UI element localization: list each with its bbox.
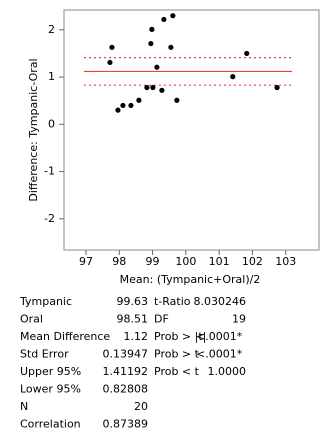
point xyxy=(107,59,113,66)
x-axis-label: Mean: (Tympanic+Oral)/2 xyxy=(120,273,261,286)
stat-value: 19 xyxy=(232,313,246,326)
stat-label: Tympanic xyxy=(19,295,72,308)
y-tick-label: 0 xyxy=(48,117,55,130)
point xyxy=(109,44,115,50)
point xyxy=(120,102,126,109)
x-tick-label: 98 xyxy=(112,255,126,268)
point xyxy=(150,84,156,91)
y-tick-label: 1 xyxy=(48,70,55,83)
stat-label: Oral xyxy=(20,313,43,326)
point xyxy=(149,26,155,32)
stat-value: 0.13947 xyxy=(103,348,149,361)
stat-value: 99.63 xyxy=(117,295,149,308)
stat-label: Prob < t xyxy=(154,365,200,378)
stat-value: 0.87389 xyxy=(103,418,149,431)
stat-value: 1.41192 xyxy=(103,365,149,378)
stat-value: 8.030246 xyxy=(194,295,247,308)
y-axis-label: Difference: Tympanic-Oral xyxy=(27,58,40,201)
stat-value: 20 xyxy=(134,400,148,413)
stat-label: Mean Difference xyxy=(20,330,110,343)
stat-label: Upper 95% xyxy=(20,365,81,378)
x-tick-label: 97 xyxy=(79,255,93,268)
stat-value: 1.12 xyxy=(124,330,149,343)
y-tick-label: -1 xyxy=(44,165,55,178)
point xyxy=(274,84,280,91)
stat-value: <.0001* xyxy=(196,330,243,343)
point xyxy=(154,64,160,70)
point xyxy=(148,40,154,47)
point xyxy=(136,97,142,103)
x-tick-label: 103 xyxy=(275,255,296,268)
stat-value: 0.82808 xyxy=(103,383,149,396)
point xyxy=(115,107,121,113)
point xyxy=(144,84,150,91)
stat-label: t-Ratio xyxy=(154,295,191,308)
x-tick-label: 100 xyxy=(175,255,196,268)
point xyxy=(128,102,134,109)
stat-label: N xyxy=(20,400,28,413)
y-tick-label: -2 xyxy=(44,212,55,225)
stat-label: DF xyxy=(154,313,169,326)
x-tick-label: 99 xyxy=(146,255,160,268)
stat-value: <.0001* xyxy=(196,348,243,361)
stat-label: Prob > |t| xyxy=(154,330,206,343)
x-tick-label: 101 xyxy=(209,255,230,268)
stat-value: 98.51 xyxy=(117,313,149,326)
point xyxy=(170,13,176,19)
stat-label: Correlation xyxy=(20,418,81,431)
x-tick-label: 102 xyxy=(242,255,263,268)
point xyxy=(174,97,180,103)
point xyxy=(159,87,165,93)
point xyxy=(230,74,236,80)
point xyxy=(168,44,174,50)
stat-label: Lower 95% xyxy=(20,383,81,396)
y-tick-label: 2 xyxy=(48,23,55,36)
stat-value: 1.0000 xyxy=(208,365,247,378)
point xyxy=(161,16,167,23)
plot-frame xyxy=(63,9,320,251)
stat-label: Prob > t xyxy=(154,348,200,361)
point xyxy=(244,50,250,57)
stat-label: Std Error xyxy=(20,348,69,361)
